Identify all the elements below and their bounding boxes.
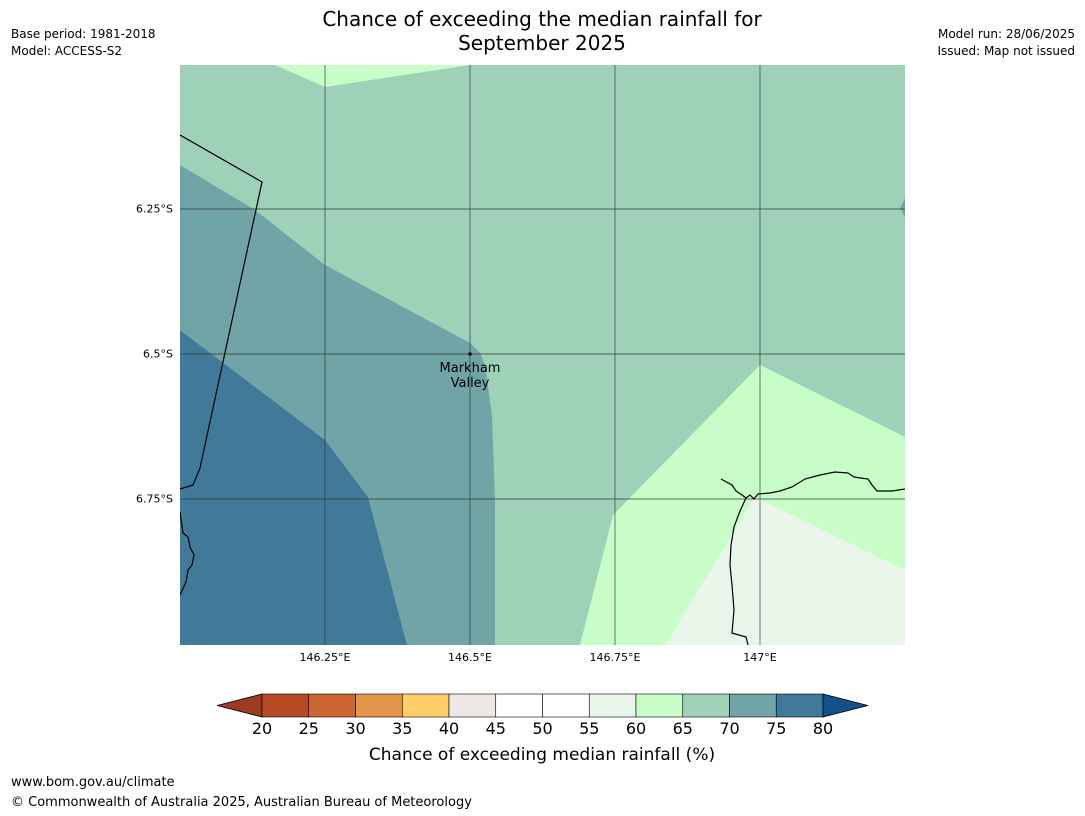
border-line xyxy=(180,134,263,490)
rainfall-map: Markham Valley xyxy=(180,65,905,645)
header-left: Base period: 1981-2018 Model: ACCESS-S2 xyxy=(11,26,156,60)
colorbar-tick-label: 50 xyxy=(532,719,553,738)
map-title: Chance of exceeding the median rainfall … xyxy=(242,7,842,55)
colorbar-arrow-high xyxy=(822,693,869,718)
band-75-80 xyxy=(180,330,407,645)
base-period-text: Base period: 1981-2018 xyxy=(11,27,156,41)
coastline-west xyxy=(180,511,195,596)
band-70-75-east xyxy=(900,198,905,217)
lat-label-6-25: 6.25°S xyxy=(136,202,173,216)
colorbar-title: Chance of exceeding median rainfall (%) xyxy=(368,745,716,765)
gridlines xyxy=(180,65,905,645)
band-70-75 xyxy=(180,165,495,645)
title-line-2: September 2025 xyxy=(458,31,626,55)
coastline-bay xyxy=(729,497,749,645)
place-label-line-2: Valley xyxy=(451,376,490,391)
colorbar-tick-label: 30 xyxy=(345,719,366,738)
colorbar-segment xyxy=(729,693,777,718)
colorbar-segment xyxy=(588,693,637,718)
colorbar-tick-label: 55 xyxy=(579,719,600,738)
lon-label-146-75: 146.75°E xyxy=(589,651,641,664)
markham-valley-marker xyxy=(468,352,472,356)
footer-copyright: © Commonwealth of Australia 2025, Austra… xyxy=(11,795,472,810)
colorbar-tick-label: 60 xyxy=(625,719,647,738)
band-55-60 xyxy=(665,497,905,645)
colorbar-tick-label: 40 xyxy=(438,719,460,738)
colorbar-tick-label: 20 xyxy=(251,719,273,738)
lat-label-6-5: 6.5°S xyxy=(143,347,173,361)
lon-label-147: 147°E xyxy=(743,651,777,664)
colorbar-tick-label: 25 xyxy=(298,719,319,738)
colorbar-segment xyxy=(635,693,684,718)
colorbar-segment xyxy=(308,693,356,718)
colorbar-segment xyxy=(401,693,450,718)
colorbar-tick-label: 45 xyxy=(485,719,506,738)
footer-url: www.bom.gov.au/climate xyxy=(11,775,175,790)
lon-label-146-5: 146.5°E xyxy=(448,651,492,664)
model-run-text: Model run: 28/06/2025 xyxy=(937,27,1075,41)
colorbar-tick-label: 80 xyxy=(812,719,834,738)
model-text: Model: ACCESS-S2 xyxy=(11,44,123,58)
colorbar-segment xyxy=(261,693,310,718)
colorbar-tick-label: 70 xyxy=(719,719,740,738)
colorbar-segment xyxy=(542,693,590,718)
colorbar-tick-label: 65 xyxy=(672,719,693,738)
colorbar-segment xyxy=(355,693,403,718)
lon-label-146-25: 146.25°E xyxy=(299,651,351,664)
colorbar-arrow-low xyxy=(216,693,263,718)
place-label-line-1: Markham xyxy=(440,361,501,376)
colorbar-segment xyxy=(448,693,497,718)
colorbar-segment xyxy=(495,693,543,718)
colorbar-tick-label: 35 xyxy=(392,719,413,738)
band-60-65-top xyxy=(275,65,470,87)
colorbar-segment xyxy=(682,693,730,718)
colorbar-segment xyxy=(775,693,824,718)
coastline-east xyxy=(720,471,905,500)
colorbar-tick-label: 75 xyxy=(766,719,787,738)
lat-label-6-75: 6.75°S xyxy=(136,492,173,506)
header-right: Model run: 28/06/2025 Issued: Map not is… xyxy=(937,26,1075,60)
issued-text: Issued: Map not issued xyxy=(937,44,1075,58)
title-line-1: Chance of exceeding the median rainfall … xyxy=(322,7,762,31)
